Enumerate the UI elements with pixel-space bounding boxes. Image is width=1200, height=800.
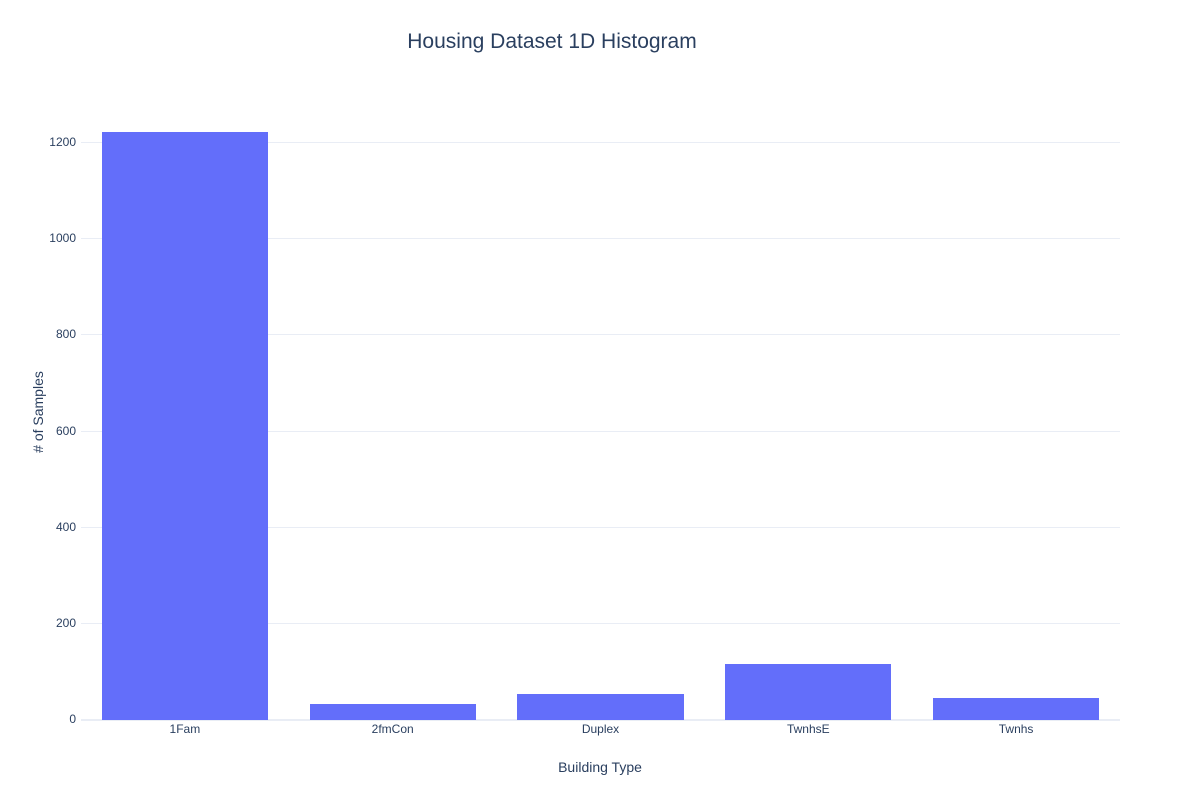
gridline <box>81 526 1120 528</box>
gridline <box>81 430 1120 432</box>
gridline <box>81 238 1120 240</box>
y-axis-title: # of Samples <box>30 371 46 453</box>
x-axis-title: Building Type <box>558 759 642 775</box>
bar-twnhs[interactable] <box>932 698 1100 721</box>
y-tick-label: 400 <box>55 519 76 534</box>
y-tick-label: 600 <box>55 423 76 438</box>
gridline <box>81 334 1120 336</box>
x-tick-label-2fmcon: 2fmCon <box>371 722 414 736</box>
x-tick-label-1fam: 1Fam <box>169 722 201 736</box>
y-tick-label: 200 <box>55 615 76 630</box>
bar-duplex[interactable] <box>517 693 684 721</box>
gridline <box>81 622 1120 624</box>
y-tick-label: 1000 <box>49 231 76 246</box>
chart-title: Housing Dataset 1D Histogram <box>407 30 697 53</box>
x-tick-label-twnhse: TwnhsE <box>786 722 830 736</box>
x-tick-label-twnhs: Twnhs <box>998 722 1034 736</box>
y-tick-label: 0 <box>69 712 76 726</box>
bar-1fam[interactable] <box>101 132 268 721</box>
y-tick-label: 1200 <box>49 135 76 149</box>
x-tick-label-duplex: Duplex <box>581 722 620 736</box>
bar-twnhse[interactable] <box>725 664 892 721</box>
y-tick-label: 800 <box>55 327 76 342</box>
bar-2fmcon[interactable] <box>309 704 476 721</box>
gridline <box>81 142 1120 143</box>
